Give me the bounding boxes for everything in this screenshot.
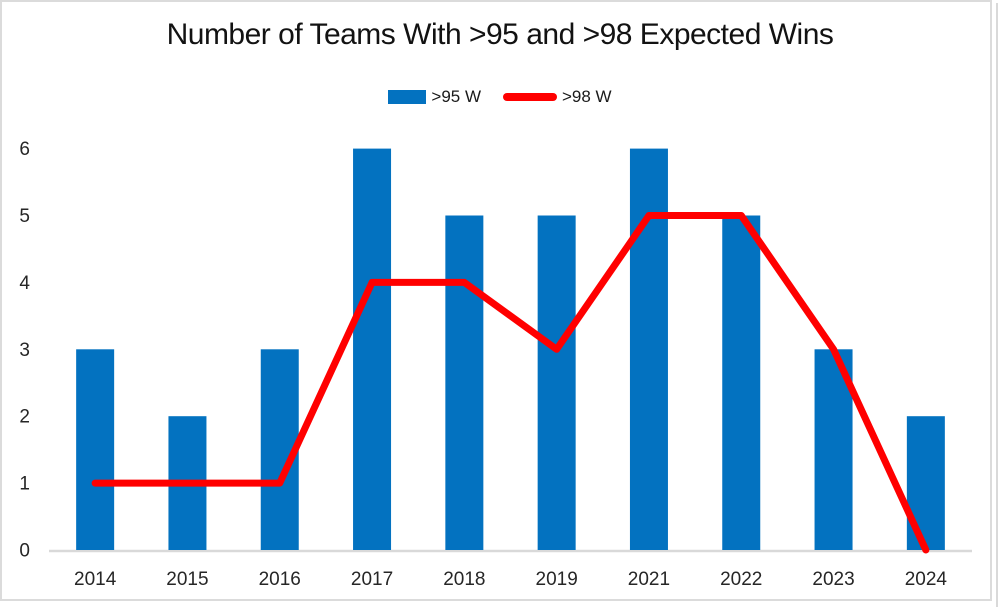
legend-label-95w: >95 W	[431, 87, 481, 106]
bar-2018[interactable]	[445, 215, 484, 551]
bar-2014[interactable]	[76, 349, 115, 550]
legend-item-98w[interactable]: >98 W	[503, 87, 612, 107]
x-tick-label-2021: 2021	[628, 569, 670, 590]
bar-2017[interactable]	[353, 148, 392, 550]
line-swatch-icon	[503, 93, 557, 101]
x-tick-label-2014: 2014	[74, 569, 117, 590]
y-tick-label-1: 1	[19, 474, 30, 495]
bar-2019[interactable]	[537, 215, 576, 551]
legend-item-95w[interactable]: >95 W	[388, 87, 481, 107]
y-tick-label-3: 3	[19, 340, 30, 361]
bar-2021[interactable]	[629, 148, 668, 550]
bar-swatch-icon	[388, 90, 427, 104]
line-series-98w[interactable]	[91, 212, 930, 554]
y-tick-label-6: 6	[19, 139, 30, 160]
x-tick-label-2019: 2019	[536, 569, 578, 590]
y-tick-label-2: 2	[19, 407, 30, 428]
x-tick-label-2016: 2016	[259, 569, 301, 590]
chart-title: Number of Teams With >95 and >98 Expecte…	[166, 18, 834, 51]
legend: >95 W >98 W	[0, 87, 1000, 107]
x-tick-label-2015: 2015	[166, 569, 208, 590]
y-tick-label-4: 4	[19, 273, 30, 294]
y-tick-label-5: 5	[19, 206, 30, 227]
bar-2024[interactable]	[906, 416, 945, 550]
right-edge-line	[996, 3, 998, 607]
bar-2022[interactable]	[722, 215, 761, 551]
x-tick-label-2018: 2018	[443, 569, 485, 590]
x-tick-label-2024: 2024	[905, 569, 948, 590]
x-tick-label-2017: 2017	[351, 569, 393, 590]
legend-label-98w: >98 W	[562, 87, 612, 106]
x-tick-label-2022: 2022	[720, 569, 762, 590]
y-tick-label-0: 0	[19, 541, 30, 562]
x-tick-label-2023: 2023	[812, 569, 854, 590]
